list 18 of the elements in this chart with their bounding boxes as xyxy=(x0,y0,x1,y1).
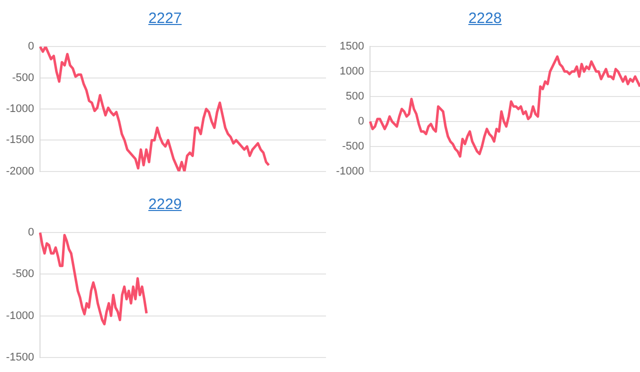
chart-title: 2227 xyxy=(147,9,183,29)
y-tick-label: 1000 xyxy=(340,66,364,78)
y-tick-label: 0 xyxy=(28,226,34,239)
y-tick-label: -1000 xyxy=(336,165,364,178)
chart-title: 2228 xyxy=(467,9,503,29)
y-tick-label: -500 xyxy=(12,268,34,280)
chart-title: 2229 xyxy=(147,195,183,215)
y-tick-label: -500 xyxy=(342,140,364,152)
y-tick-label: -500 xyxy=(12,72,34,84)
y-tick-label: -1000 xyxy=(6,310,34,322)
y-tick-label: -2000 xyxy=(6,165,34,178)
y-tick-label: -1500 xyxy=(6,134,34,146)
y-tick-label: 0 xyxy=(358,116,364,128)
y-tick-label: 1500 xyxy=(340,40,364,53)
y-tick-label: 500 xyxy=(346,90,364,103)
y-tick-label: -1500 xyxy=(6,351,34,364)
y-tick-label: -1000 xyxy=(6,103,34,116)
y-tick-label: 0 xyxy=(28,40,34,53)
